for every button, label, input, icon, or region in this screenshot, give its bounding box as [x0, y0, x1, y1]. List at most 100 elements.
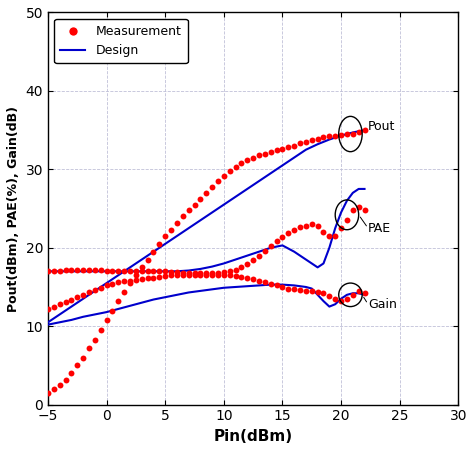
Legend: Measurement, Design: Measurement, Design [54, 18, 188, 64]
Point [284, 144, 292, 151]
Point [179, 269, 187, 276]
Point [331, 132, 339, 139]
Point [296, 140, 304, 147]
Point [91, 286, 99, 294]
Point [191, 269, 198, 276]
Point [237, 160, 245, 167]
Point [56, 301, 64, 308]
Point [162, 232, 169, 239]
Point [302, 222, 310, 230]
Point [68, 266, 75, 273]
Point [284, 229, 292, 236]
Point [79, 354, 87, 361]
Point [249, 154, 257, 161]
Point [202, 272, 210, 279]
Point [150, 274, 157, 281]
Point [150, 268, 157, 275]
Point [162, 272, 169, 280]
Point [261, 279, 269, 286]
Point [109, 307, 116, 314]
Point [214, 272, 222, 279]
Point [232, 266, 239, 273]
Point [291, 142, 298, 149]
Point [214, 269, 222, 276]
Point [103, 316, 110, 323]
Point [314, 135, 321, 143]
Point [355, 287, 363, 295]
Point [155, 273, 163, 281]
Point [44, 389, 52, 396]
Point [115, 298, 122, 305]
Point [44, 268, 52, 275]
Point [244, 274, 251, 281]
Point [220, 272, 228, 279]
Point [226, 167, 234, 175]
Point [237, 264, 245, 271]
Point [319, 290, 327, 297]
Point [273, 238, 281, 245]
Point [343, 295, 351, 302]
Point [155, 268, 163, 275]
Point [261, 247, 269, 254]
Point [261, 150, 269, 157]
Point [226, 268, 234, 275]
Point [202, 189, 210, 197]
Point [208, 272, 216, 279]
Point [185, 269, 192, 276]
Point [273, 147, 281, 154]
Point [267, 243, 274, 250]
Point [126, 277, 134, 284]
Point [62, 298, 69, 305]
Point [185, 272, 192, 279]
Point [115, 279, 122, 286]
Point [85, 266, 93, 273]
Point [302, 138, 310, 146]
Point [144, 275, 151, 282]
Point [296, 286, 304, 294]
Point [249, 276, 257, 283]
Point [232, 163, 239, 170]
Point [361, 290, 368, 297]
Point [237, 273, 245, 281]
Point [349, 291, 356, 299]
Point [109, 267, 116, 274]
Point [255, 277, 263, 284]
Point [56, 267, 64, 274]
Point [291, 226, 298, 233]
Point [355, 203, 363, 211]
Point [68, 370, 75, 377]
Point [284, 285, 292, 292]
Point [162, 268, 169, 275]
Point [97, 266, 105, 273]
Point [144, 256, 151, 263]
Point [279, 283, 286, 290]
Point [79, 291, 87, 299]
Point [267, 148, 274, 156]
Point [220, 172, 228, 179]
Point [249, 257, 257, 264]
Point [85, 345, 93, 352]
Point [167, 226, 175, 233]
Point [73, 266, 81, 273]
Point [167, 272, 175, 279]
Point [244, 156, 251, 164]
Point [314, 222, 321, 230]
Point [319, 229, 327, 236]
Point [308, 287, 316, 295]
Point [202, 269, 210, 276]
Point [255, 152, 263, 159]
Point [226, 272, 234, 279]
Point [214, 178, 222, 185]
Point [220, 268, 228, 276]
Point [355, 128, 363, 135]
Point [291, 286, 298, 293]
Text: Pout: Pout [368, 120, 395, 133]
Point [337, 225, 345, 232]
Point [50, 385, 58, 392]
Point [120, 267, 128, 274]
Point [138, 268, 146, 275]
Point [191, 201, 198, 208]
Point [132, 276, 140, 284]
Point [173, 219, 181, 226]
Point [155, 240, 163, 248]
